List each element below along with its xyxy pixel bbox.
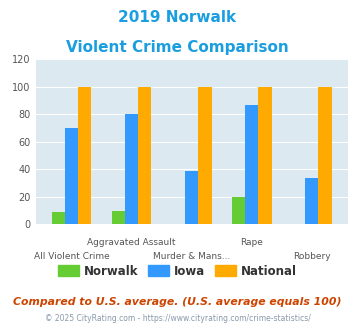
Text: Rape: Rape	[240, 238, 263, 247]
Text: Aggravated Assault: Aggravated Assault	[87, 238, 176, 247]
Bar	[78, 87, 91, 224]
Bar	[305, 178, 318, 224]
Bar	[318, 87, 332, 224]
Text: Compared to U.S. average. (U.S. average equals 100): Compared to U.S. average. (U.S. average …	[13, 297, 342, 307]
Bar	[245, 105, 258, 224]
Text: © 2025 CityRating.com - https://www.cityrating.com/crime-statistics/: © 2025 CityRating.com - https://www.city…	[45, 314, 310, 323]
Text: All Violent Crime: All Violent Crime	[34, 252, 109, 261]
Bar	[65, 128, 78, 224]
Bar	[125, 115, 138, 224]
Text: 2019 Norwalk: 2019 Norwalk	[119, 10, 236, 25]
Bar	[198, 87, 212, 224]
Bar	[52, 212, 65, 224]
Bar	[258, 87, 272, 224]
Bar	[232, 197, 245, 224]
Text: Murder & Mans...: Murder & Mans...	[153, 252, 230, 261]
Legend: Norwalk, Iowa, National: Norwalk, Iowa, National	[54, 260, 301, 282]
Bar	[185, 171, 198, 224]
Text: Robbery: Robbery	[293, 252, 331, 261]
Bar	[112, 211, 125, 224]
Text: Violent Crime Comparison: Violent Crime Comparison	[66, 40, 289, 54]
Bar	[138, 87, 152, 224]
